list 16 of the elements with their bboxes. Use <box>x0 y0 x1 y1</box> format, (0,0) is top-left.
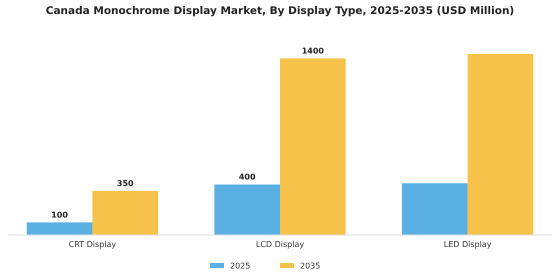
data-label: 1400 <box>302 46 324 56</box>
bar <box>92 190 158 235</box>
x-tick-label: CRT Display <box>68 240 116 249</box>
legend-label: 2035 <box>300 262 320 270</box>
chart-title: Canada Monochrome Display Market, By Display Type, 2025-2035 (USD Million) <box>46 5 514 17</box>
bar <box>26 222 92 235</box>
data-label: 350 <box>116 178 134 188</box>
legend-label: 2025 <box>230 262 250 270</box>
data-label: 100 <box>51 210 68 220</box>
bar <box>468 54 534 235</box>
x-tick-label: LCD Display <box>256 240 304 249</box>
data-label: 400 <box>238 172 256 182</box>
bar <box>280 58 346 235</box>
bar <box>402 183 468 235</box>
x-tick-label: LED Display <box>444 240 492 249</box>
bar <box>214 184 280 235</box>
